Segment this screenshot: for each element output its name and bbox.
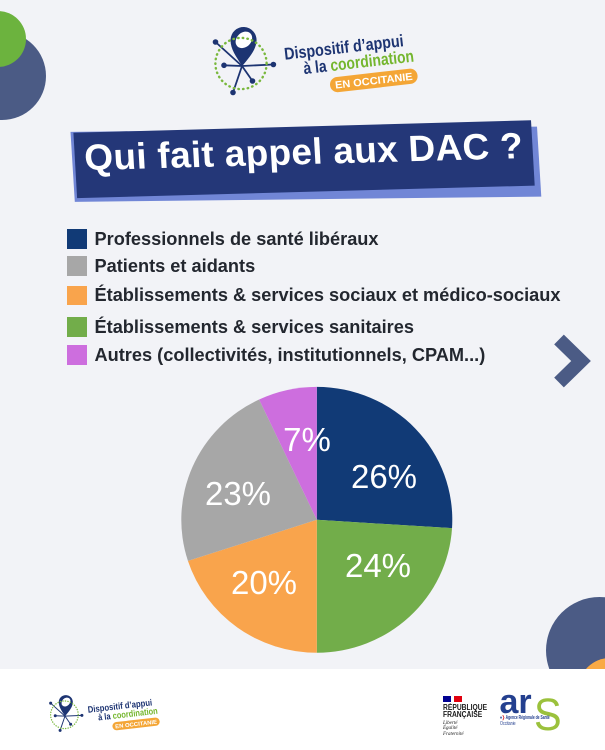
svg-text:26%: 26% [351,458,417,495]
svg-text:7%: 7% [283,421,331,458]
svg-text:24%: 24% [345,547,411,584]
svg-text:23%: 23% [205,475,271,512]
svg-text:20%: 20% [231,564,297,601]
